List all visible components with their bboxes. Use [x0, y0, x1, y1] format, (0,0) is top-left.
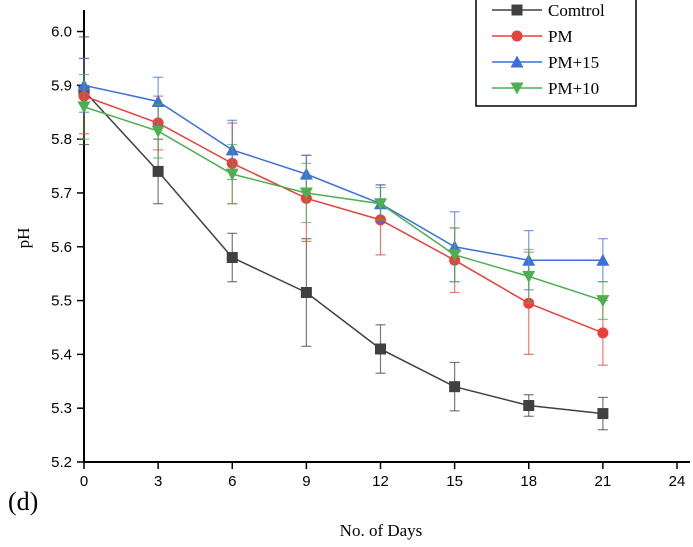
- y-tick-label: 5.9: [51, 77, 72, 94]
- series-line: [83, 84, 603, 261]
- legend-label: PM+10: [548, 79, 599, 98]
- x-tick-label: 3: [154, 473, 162, 490]
- data-point: [374, 198, 387, 211]
- data-point: [77, 101, 91, 114]
- x-tick-label: 24: [669, 473, 686, 490]
- data-point: [226, 252, 238, 264]
- y-tick-label: 5.8: [51, 131, 72, 148]
- series-line: [83, 106, 604, 302]
- x-tick-label: 15: [446, 473, 463, 490]
- legend-marker: [511, 4, 523, 16]
- data-point: [448, 249, 462, 262]
- x-tick-label: 21: [595, 473, 612, 490]
- legend-item-pm: PM: [492, 27, 573, 46]
- data-point: [300, 287, 312, 298]
- data-point: [597, 327, 609, 339]
- legend: Comtrol PM PM+15 PM+10: [475, 0, 637, 107]
- y-tick-label: 6.0: [51, 24, 72, 41]
- data-point: [597, 408, 609, 420]
- legend-label: PM: [548, 27, 573, 46]
- data-point: [375, 343, 386, 355]
- data-point: [299, 187, 313, 200]
- data-point: [596, 253, 610, 266]
- y-tick-label: 5.4: [51, 346, 72, 363]
- legend-item-comtrol: Comtrol: [492, 1, 605, 20]
- data-point: [225, 168, 239, 181]
- legend-item-pm-10: PM+10: [492, 79, 599, 98]
- legend-label: Comtrol: [548, 1, 605, 20]
- x-tick-label: 6: [228, 473, 236, 490]
- series-pm: [78, 57, 609, 366]
- panel-label: (d): [8, 487, 38, 516]
- legend-item-pm-15: PM+15: [492, 53, 599, 72]
- series-line: [83, 95, 604, 334]
- x-axis-ticks: 0 3 6 9 12 15 18 21 24: [80, 462, 686, 490]
- data-point: [523, 400, 535, 411]
- legend-marker: [510, 55, 524, 68]
- legend-marker: [511, 30, 523, 42]
- legend-marker: [510, 82, 524, 95]
- y-axis-title: pH: [14, 228, 33, 249]
- y-tick-label: 5.3: [51, 400, 72, 417]
- x-tick-label: 0: [80, 473, 88, 490]
- x-tick-label: 9: [302, 473, 310, 490]
- y-tick-label: 5.2: [51, 454, 72, 471]
- data-point: [151, 125, 165, 138]
- legend-label: PM+15: [548, 53, 599, 72]
- y-axis-ticks: 5.2 5.3 5.4 5.5 5.6 5.7 5.8 5.9 6.0: [51, 24, 84, 471]
- series-layer: [77, 36, 610, 431]
- data-point: [152, 165, 164, 177]
- x-tick-label: 18: [520, 473, 537, 490]
- series-pm-10: [77, 73, 610, 321]
- x-axis-title: No. of Days: [340, 521, 423, 540]
- data-point: [522, 270, 536, 283]
- x-tick-label: 12: [372, 473, 389, 490]
- y-tick-label: 5.6: [51, 239, 72, 256]
- data-point: [596, 295, 610, 308]
- series-line: [83, 90, 603, 415]
- data-point: [449, 381, 461, 393]
- y-tick-label: 5.7: [51, 185, 72, 202]
- y-tick-label: 5.5: [51, 293, 72, 310]
